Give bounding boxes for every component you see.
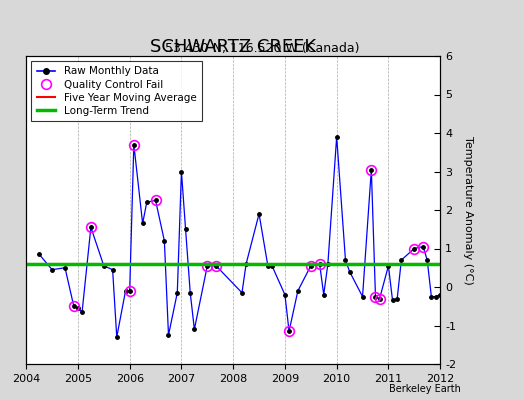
Text: 53.430 N, 116.520 W (Canada): 53.430 N, 116.520 W (Canada) (165, 42, 359, 55)
Text: Berkeley Earth: Berkeley Earth (389, 384, 461, 394)
Y-axis label: Temperature Anomaly (°C): Temperature Anomaly (°C) (463, 136, 473, 284)
Legend: Raw Monthly Data, Quality Control Fail, Five Year Moving Average, Long-Term Tren: Raw Monthly Data, Quality Control Fail, … (31, 61, 202, 121)
Title: SCHWARTZ CREEK: SCHWARTZ CREEK (150, 38, 316, 56)
